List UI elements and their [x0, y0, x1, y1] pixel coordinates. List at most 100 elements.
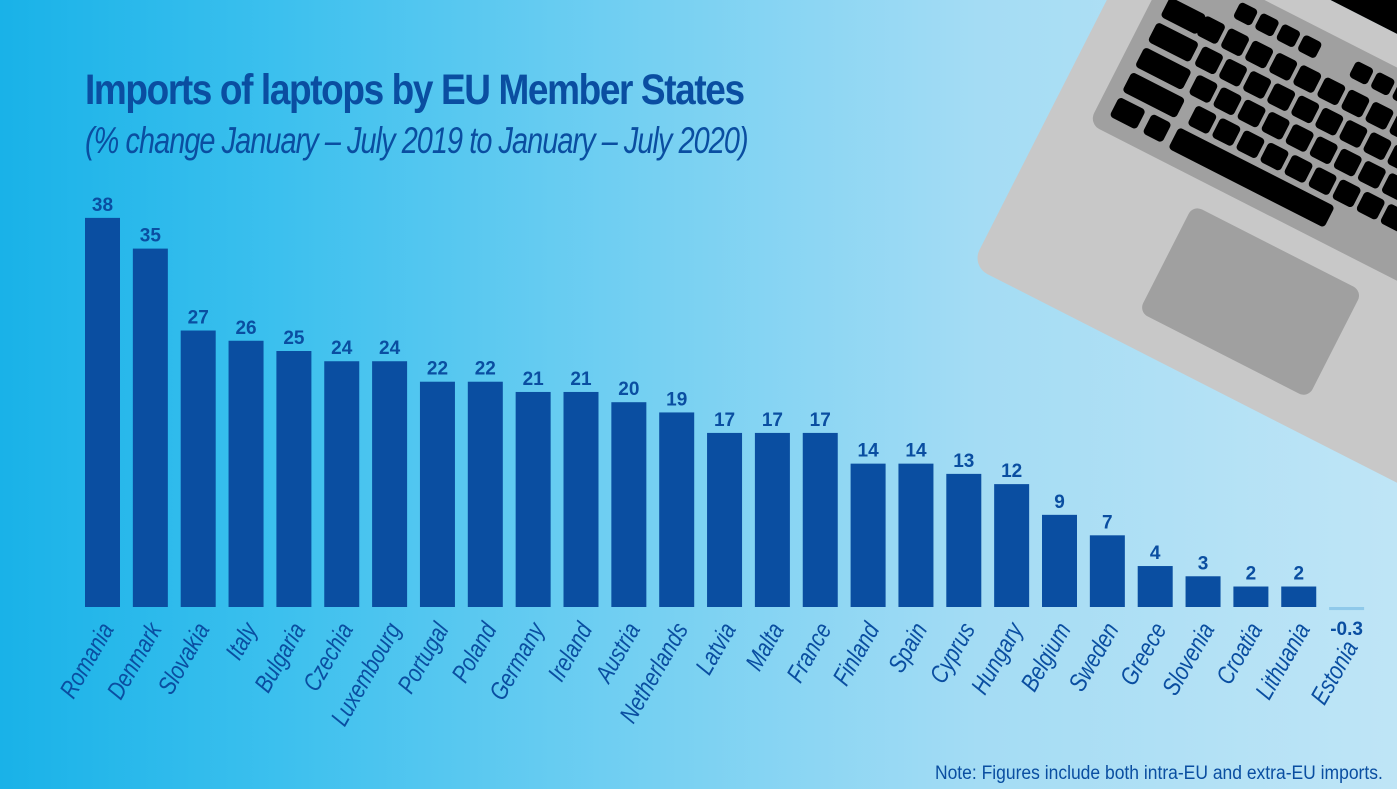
laptop-key [1382, 173, 1397, 201]
bar-romania [85, 217, 120, 607]
laptop-key [1332, 179, 1361, 208]
value-label-ireland: 21 [570, 369, 592, 390]
laptop-key [1123, 73, 1185, 118]
laptop-key [1243, 71, 1271, 99]
laptop-key [1365, 102, 1394, 130]
bar-hungary [994, 484, 1030, 607]
value-label-slovakia: 27 [188, 308, 209, 329]
value-label-denmark: 35 [140, 226, 162, 247]
laptop-key [1221, 28, 1249, 56]
laptop-key [1110, 98, 1145, 129]
bar-greece [1137, 566, 1173, 607]
category-label-malta: Malta [739, 618, 789, 676]
value-label-portugal: 22 [427, 359, 448, 380]
value-label-bulgaria: 25 [283, 328, 305, 349]
bar-poland [467, 381, 503, 607]
laptop-key [1285, 124, 1314, 152]
category-label-spain: Spain [882, 618, 933, 678]
bar-france [802, 432, 838, 607]
laptop-key [1219, 59, 1247, 87]
chart-subtitle: (% change January – July 2019 to January… [85, 120, 749, 161]
chart-title: Imports of laptops by EU Member States [85, 66, 745, 114]
value-label-germany: 21 [523, 369, 545, 390]
laptop-key [1236, 130, 1265, 158]
footnote: Note: Figures include both intra-EU and … [935, 763, 1383, 784]
laptop-key [1148, 23, 1198, 62]
value-label-spain: 14 [905, 441, 927, 462]
bar-ireland [563, 391, 599, 607]
laptop-key [1357, 161, 1386, 189]
laptop-key [1356, 192, 1385, 220]
bar-finland [850, 463, 886, 607]
laptop-key [1237, 99, 1266, 128]
value-label-estonia: -0.3 [1330, 619, 1363, 640]
category-label-estonia: Estonia [1305, 636, 1364, 709]
bar-sweden [1089, 535, 1125, 607]
bar-portugal [419, 381, 455, 607]
laptop-key [1213, 87, 1242, 115]
value-label-belgium: 9 [1054, 492, 1065, 513]
bar-bulgaria [276, 351, 312, 607]
laptop-key [1267, 83, 1296, 111]
laptop-keys [1110, 0, 1397, 232]
laptop-key [1284, 155, 1313, 183]
laptop-key [1387, 144, 1397, 173]
bar-luxembourg [372, 361, 408, 607]
laptop-key [1333, 148, 1362, 177]
bar-austria [611, 402, 647, 607]
category-label-ireland: Ireland [542, 617, 599, 686]
laptop-key [1269, 53, 1298, 81]
laptop-key [1380, 204, 1397, 232]
value-label-croatia: 2 [1246, 564, 1257, 585]
laptop-key [1341, 89, 1370, 118]
category-label-latvia: Latvia [689, 618, 741, 680]
laptop-key [1212, 118, 1241, 146]
bar-slovakia [180, 330, 216, 607]
laptop-key [1298, 35, 1322, 58]
bar-malta [754, 432, 790, 607]
bar-netherlands [659, 412, 695, 607]
laptop-key [1363, 132, 1392, 160]
laptop-spacebar [1169, 128, 1334, 227]
bar-latvia [707, 432, 743, 607]
bar-denmark [132, 248, 168, 607]
laptop-key [1261, 112, 1290, 140]
bars-group [85, 217, 1365, 611]
laptop-key [1189, 75, 1218, 103]
value-label-finland: 14 [858, 441, 880, 462]
laptop-key [1233, 2, 1258, 26]
value-label-sweden: 7 [1102, 512, 1113, 533]
laptop-key [1260, 142, 1289, 171]
bar-italy [228, 340, 264, 607]
laptop-key [1349, 61, 1374, 85]
value-label-luxembourg: 24 [379, 338, 401, 359]
laptop-key [1371, 72, 1395, 96]
value-label-lithuania: 2 [1293, 564, 1304, 585]
value-label-austria: 20 [618, 379, 639, 400]
bar-belgium [1042, 514, 1077, 607]
laptop-key [1197, 16, 1225, 44]
laptop-key [1309, 136, 1338, 164]
bar-lithuania [1281, 586, 1317, 607]
laptop-key [1255, 13, 1279, 37]
value-label-france: 17 [810, 410, 831, 431]
value-label-poland: 22 [475, 359, 496, 380]
category-label-italy: Italy [219, 616, 263, 664]
laptop-keyboard-area [1092, 0, 1397, 320]
value-label-malta: 17 [762, 410, 783, 431]
category-label-finland: Finland [827, 617, 886, 690]
laptop-key [1195, 46, 1223, 75]
laptop-key [1245, 40, 1274, 69]
value-label-greece: 4 [1150, 543, 1161, 564]
bar-germany [515, 391, 551, 607]
value-label-latvia: 17 [714, 410, 735, 431]
laptop-key [1291, 95, 1320, 124]
bar-spain [898, 463, 934, 607]
laptop-trackpad [1142, 208, 1360, 395]
laptop-key [1317, 77, 1346, 105]
laptop-key [1293, 65, 1322, 93]
